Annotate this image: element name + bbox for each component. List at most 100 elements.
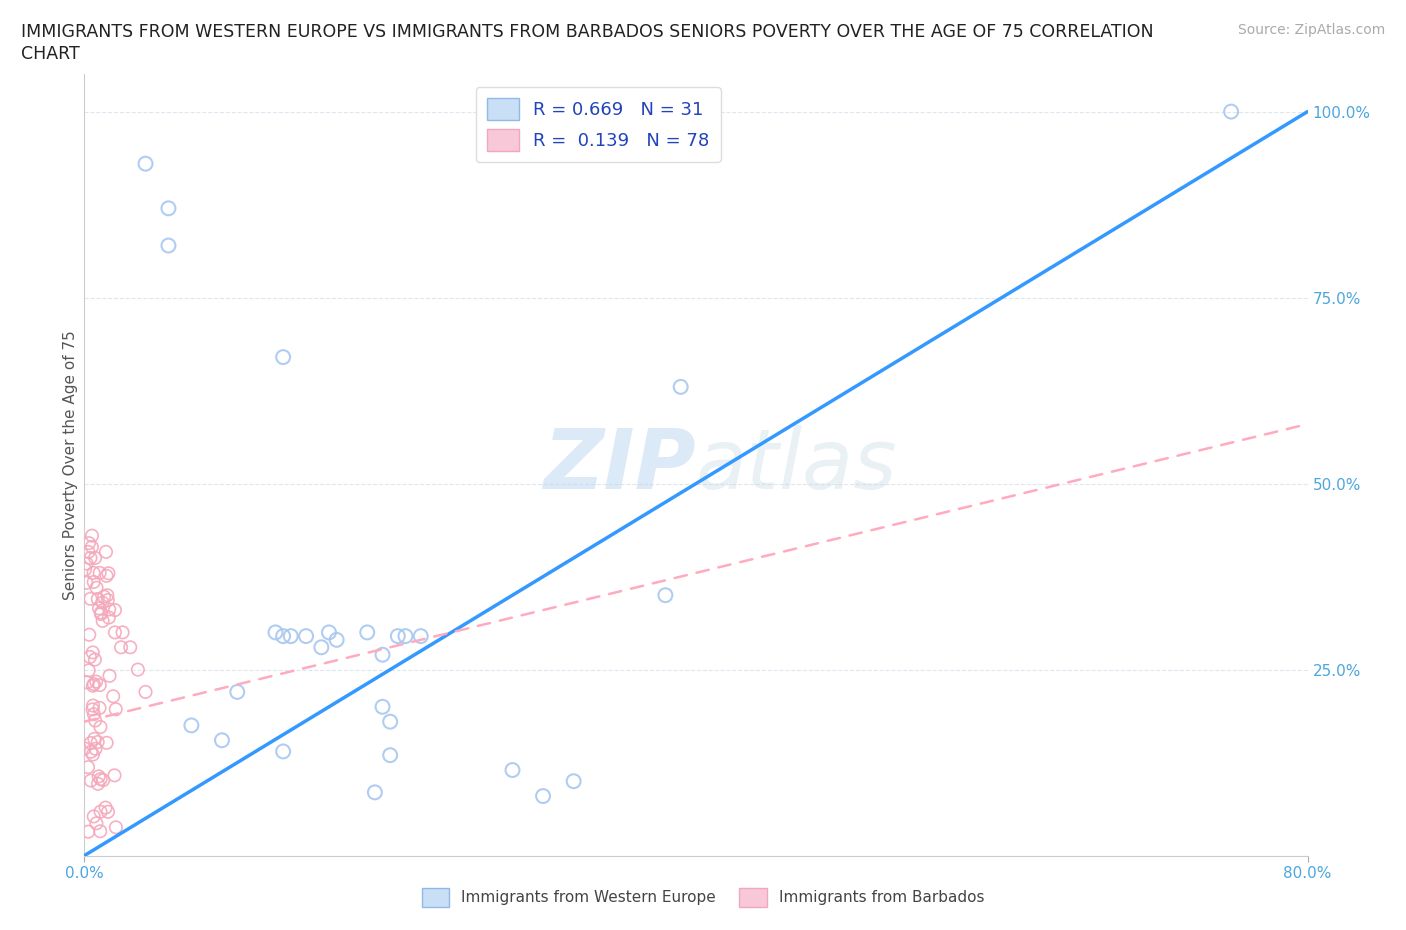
Point xyxy=(94,544,117,559)
Point xyxy=(271,744,294,759)
Point xyxy=(80,744,103,759)
Point xyxy=(104,625,127,640)
Point xyxy=(83,809,105,824)
Point xyxy=(104,603,127,618)
Point xyxy=(80,736,103,751)
Point xyxy=(654,588,676,603)
Point xyxy=(295,629,318,644)
Point xyxy=(76,675,98,690)
Point xyxy=(96,568,118,583)
Point xyxy=(104,820,127,835)
Point xyxy=(380,748,402,763)
Point xyxy=(371,647,394,662)
Text: Source: ZipAtlas.com: Source: ZipAtlas.com xyxy=(1237,23,1385,37)
Point xyxy=(318,625,340,640)
Legend: Immigrants from Western Europe, Immigrants from Barbados: Immigrants from Western Europe, Immigran… xyxy=(413,881,993,914)
Point xyxy=(135,684,157,699)
Point xyxy=(135,156,157,171)
Point xyxy=(211,733,233,748)
Text: CHART: CHART xyxy=(21,45,80,62)
Point xyxy=(83,677,105,692)
Point xyxy=(502,763,524,777)
Point xyxy=(86,580,108,595)
Point xyxy=(547,119,569,134)
Legend: R = 0.669   N = 31, R =  0.139   N = 78: R = 0.669 N = 31, R = 0.139 N = 78 xyxy=(475,87,720,162)
Point xyxy=(97,565,120,580)
Point xyxy=(271,350,294,365)
Point xyxy=(90,804,112,819)
Point xyxy=(77,628,100,643)
Point xyxy=(531,789,554,804)
Point xyxy=(380,714,402,729)
Point xyxy=(104,702,127,717)
Point xyxy=(86,735,108,750)
Point xyxy=(98,669,121,684)
Text: IMMIGRANTS FROM WESTERN EUROPE VS IMMIGRANTS FROM BARBADOS SENIORS POVERTY OVER : IMMIGRANTS FROM WESTERN EUROPE VS IMMIGR… xyxy=(21,23,1154,41)
Text: atlas: atlas xyxy=(696,424,897,506)
Point xyxy=(77,824,100,839)
Point xyxy=(82,702,104,717)
Point xyxy=(110,640,132,655)
Point xyxy=(82,645,104,660)
Point xyxy=(364,785,387,800)
Text: ZIP: ZIP xyxy=(543,424,696,506)
Point xyxy=(73,741,96,756)
Point xyxy=(157,201,180,216)
Point xyxy=(387,629,409,644)
Point xyxy=(356,625,378,640)
Point xyxy=(94,800,117,815)
Point xyxy=(311,640,333,655)
Point xyxy=(97,804,120,819)
Point xyxy=(80,528,103,543)
Point xyxy=(75,576,97,591)
Point xyxy=(84,674,107,689)
Point xyxy=(80,773,103,788)
Point xyxy=(97,610,120,625)
Point xyxy=(89,678,111,693)
Point xyxy=(562,774,585,789)
Y-axis label: Seniors Poverty Over the Age of 75: Seniors Poverty Over the Age of 75 xyxy=(63,330,77,600)
Point xyxy=(82,678,104,693)
Point xyxy=(79,649,101,664)
Point xyxy=(96,588,118,603)
Point xyxy=(93,590,115,604)
Point xyxy=(271,629,294,644)
Point xyxy=(89,720,111,735)
Point xyxy=(83,732,105,747)
Point xyxy=(75,562,97,577)
Point xyxy=(264,625,287,640)
Point xyxy=(97,592,120,607)
Point xyxy=(87,777,110,791)
Point xyxy=(84,713,107,728)
Point xyxy=(83,707,105,722)
Point xyxy=(127,662,149,677)
Point xyxy=(80,539,103,554)
Point xyxy=(101,689,124,704)
Point xyxy=(77,544,100,559)
Point xyxy=(89,565,111,580)
Point xyxy=(325,632,347,647)
Point xyxy=(669,379,692,394)
Point xyxy=(157,238,180,253)
Point xyxy=(89,824,111,839)
Point xyxy=(91,773,114,788)
Point xyxy=(87,601,110,616)
Point xyxy=(84,741,107,756)
Point xyxy=(103,768,125,783)
Point xyxy=(1220,104,1243,119)
Point xyxy=(409,629,432,644)
Point xyxy=(90,605,112,620)
Point xyxy=(79,551,101,565)
Point xyxy=(86,816,108,830)
Point xyxy=(76,556,98,571)
Point xyxy=(89,700,111,715)
Point xyxy=(371,699,394,714)
Point xyxy=(96,736,118,751)
Point xyxy=(79,591,101,606)
Point xyxy=(83,652,105,667)
Point xyxy=(98,602,121,617)
Point xyxy=(87,769,110,784)
Point xyxy=(77,536,100,551)
Point xyxy=(180,718,202,733)
Point xyxy=(77,760,100,775)
